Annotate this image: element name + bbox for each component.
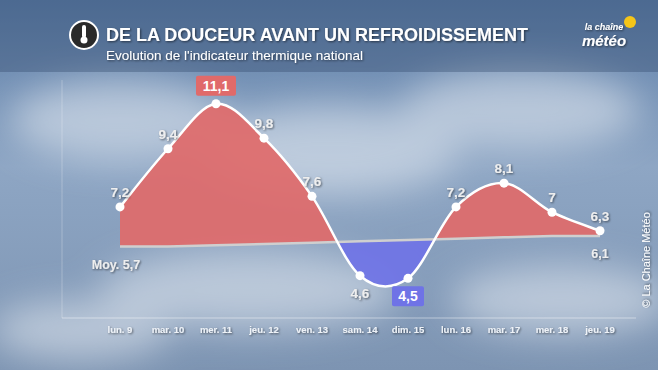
data-labels: 7,2 9,4 11,1 9,8 7,6 4,6 4,5 7,2 8,1 7 6,3 Moy. 5,7… [92, 76, 610, 307]
point [500, 179, 509, 188]
thermometer-icon [70, 21, 98, 49]
data-label: 6,3 [591, 209, 610, 224]
data-label: 11,1 [203, 78, 230, 94]
data-label: 4,5 [398, 288, 418, 304]
x-tick-label: dim. 15 [392, 324, 425, 335]
icon-circle [70, 21, 98, 49]
logo-sun [624, 16, 636, 28]
point [596, 226, 605, 235]
subtitle: Evolution de l'indicateur thermique nati… [106, 48, 363, 63]
x-tick-label: lun. 9 [108, 324, 133, 335]
point [404, 274, 413, 283]
data-label: 7,2 [111, 185, 130, 200]
area-warm-group [120, 104, 600, 287]
point [356, 271, 365, 280]
chart-root: DE LA DOUCEUR AVANT UN REFROIDISSEMENT Ev… [0, 0, 658, 370]
title: DE LA DOUCEUR AVANT UN REFROIDISSEMENT [106, 25, 528, 45]
x-tick-label: mer. 18 [536, 324, 569, 335]
point [164, 144, 173, 153]
area-cold [120, 104, 600, 287]
x-tick-label: mar. 10 [152, 324, 185, 335]
data-label: 9,8 [255, 116, 274, 131]
average-label: Moy. 5,7 [92, 258, 140, 272]
area-cold-group [120, 104, 600, 287]
icon-bulb [81, 37, 88, 44]
point [116, 202, 125, 211]
x-tick-label: lun. 16 [441, 324, 471, 335]
main-line [120, 104, 600, 287]
cloud [450, 265, 658, 335]
logo-text: météo [582, 32, 626, 49]
average-label: 6,1 [591, 247, 608, 261]
label-box [392, 286, 424, 306]
point [212, 99, 221, 108]
x-tick-label: jeu. 19 [584, 324, 615, 335]
point [260, 134, 269, 143]
cloud [0, 300, 170, 360]
x-tick-label: sam. 14 [343, 324, 379, 335]
data-label: 7,6 [303, 174, 322, 189]
header-band [0, 0, 658, 72]
icon-stem [82, 25, 86, 38]
data-label: 8,1 [495, 161, 514, 176]
x-tick-label: mar. 17 [488, 324, 521, 335]
label-box [196, 76, 236, 96]
x-tick-label: jeu. 12 [248, 324, 279, 335]
data-label: 4,6 [351, 286, 370, 301]
x-tick-label: ven. 13 [296, 324, 328, 335]
data-label: 7,2 [447, 185, 466, 200]
area-warm [120, 104, 600, 287]
logo-text: la chaîne [585, 22, 624, 32]
x-tick-label: mer. 11 [200, 324, 233, 335]
credit: © La Chaîne Météo [640, 212, 652, 308]
cloud [400, 70, 640, 150]
point [308, 192, 317, 201]
average-line [120, 236, 600, 247]
point [548, 208, 557, 217]
data-label: 7 [548, 190, 556, 205]
clouds [0, 70, 658, 360]
data-label: 9,4 [159, 127, 178, 142]
logo: la chaînemétéo [582, 16, 636, 49]
x-axis-line [62, 318, 636, 319]
plot-area [116, 99, 605, 286]
y-axis-line [62, 80, 63, 318]
point [452, 202, 461, 211]
